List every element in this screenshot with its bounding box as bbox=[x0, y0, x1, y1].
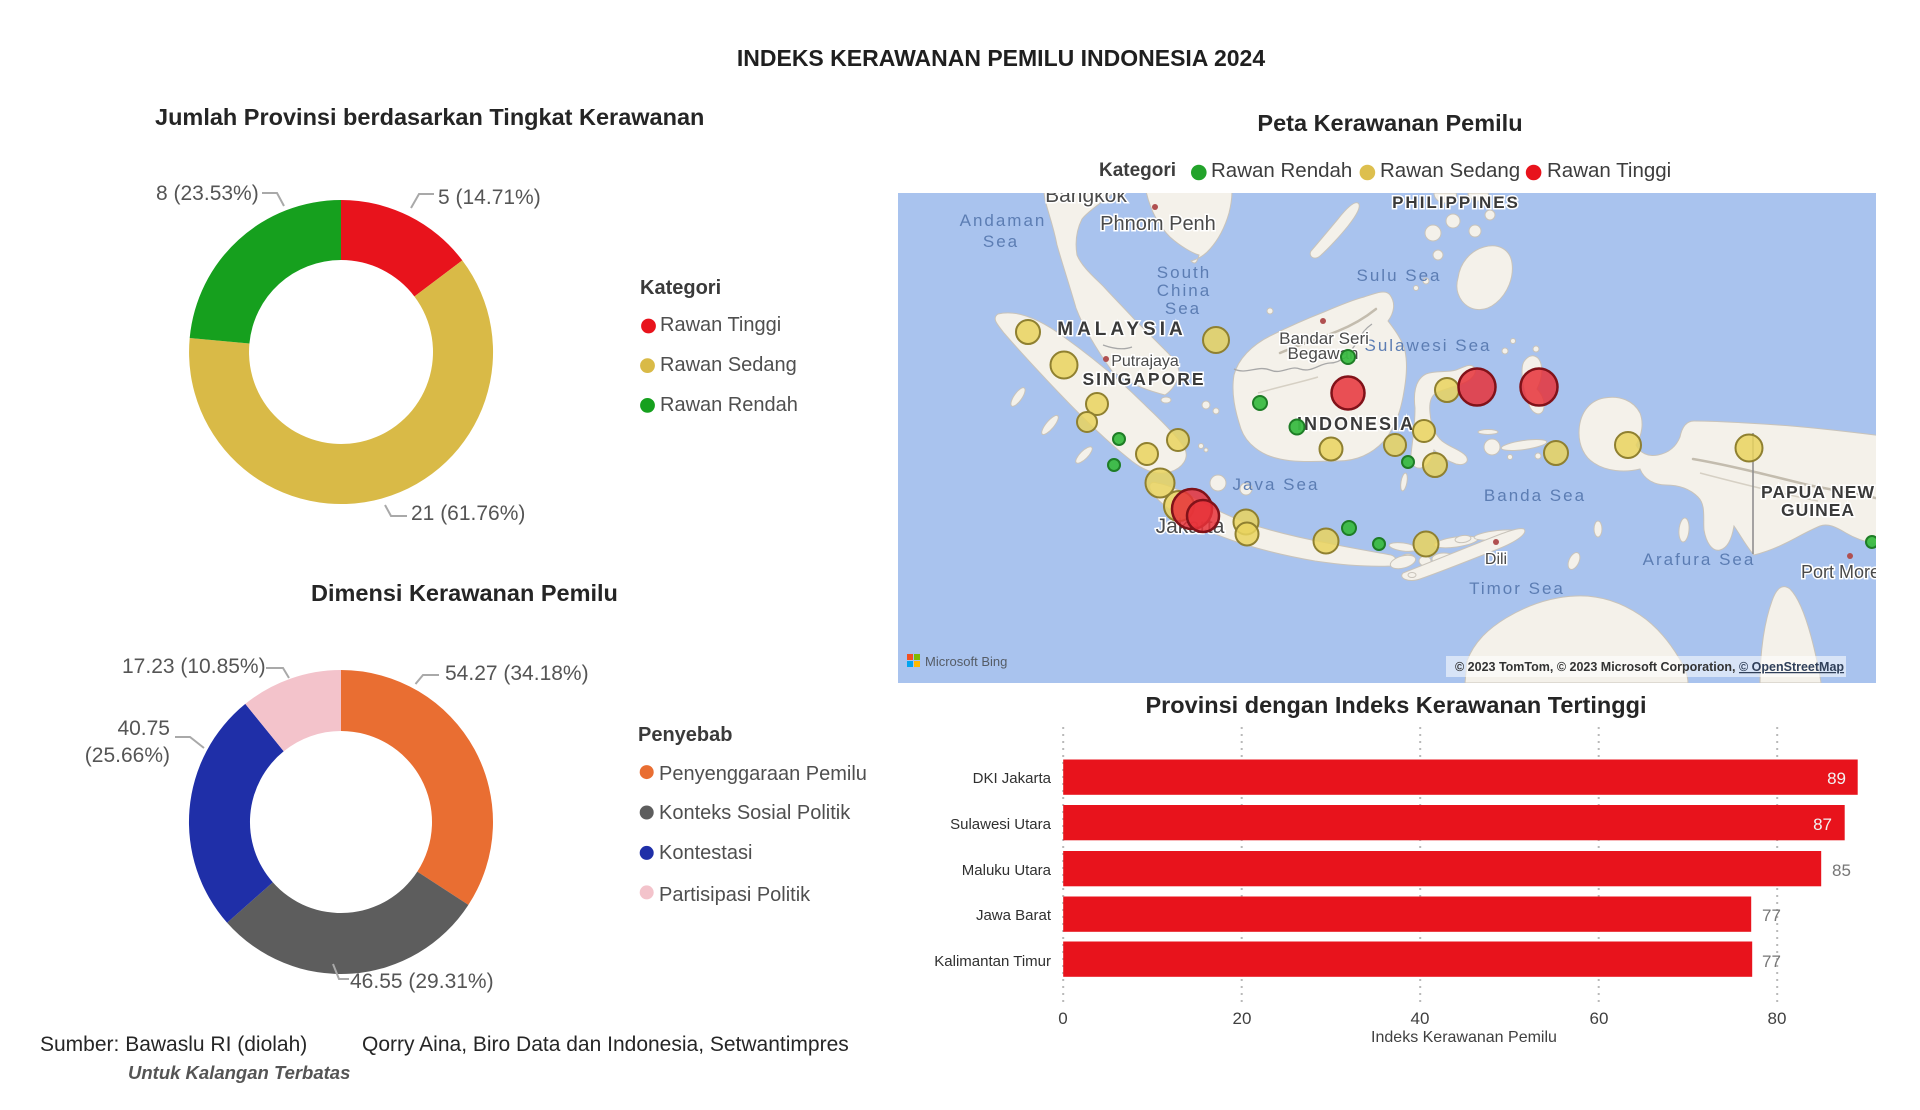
svg-text:Sulu Sea: Sulu Sea bbox=[1357, 266, 1442, 285]
svg-text:Java Sea: Java Sea bbox=[1233, 475, 1320, 494]
svg-text:Bangkok: Bangkok bbox=[1045, 184, 1127, 207]
svg-text:Dili: Dili bbox=[1485, 551, 1507, 568]
svg-text:PHILIPPINES: PHILIPPINES bbox=[1392, 193, 1520, 212]
svg-text:GUINEA: GUINEA bbox=[1781, 500, 1855, 520]
svg-text:Microsoft Bing: Microsoft Bing bbox=[925, 654, 1007, 669]
svg-text:Banda Sea: Banda Sea bbox=[1484, 486, 1586, 505]
svg-text:PAPUA NEW: PAPUA NEW bbox=[1761, 482, 1875, 502]
svg-text:© 2023 TomTom, © 2023 Microsof: © 2023 TomTom, © 2023 Microsoft Corporat… bbox=[1455, 660, 1844, 674]
svg-text:Sulawesi Sea: Sulawesi Sea bbox=[1364, 336, 1491, 355]
svg-text:MALAYSIA: MALAYSIA bbox=[1057, 319, 1186, 340]
svg-text:South: South bbox=[1157, 263, 1211, 282]
svg-text:Sea: Sea bbox=[983, 232, 1019, 251]
svg-text:SINGAPORE: SINGAPORE bbox=[1082, 369, 1205, 389]
svg-text:Sea: Sea bbox=[1165, 299, 1201, 318]
svg-text:INDONESIA: INDONESIA bbox=[1297, 414, 1415, 434]
svg-text:Timor Sea: Timor Sea bbox=[1469, 579, 1565, 598]
svg-text:Arafura Sea: Arafura Sea bbox=[1643, 550, 1756, 569]
svg-text:Phnom Penh: Phnom Penh bbox=[1100, 213, 1216, 235]
svg-text:Andaman: Andaman bbox=[960, 211, 1047, 230]
svg-text:Bandar Seri: Bandar Seri bbox=[1279, 329, 1369, 348]
svg-text:Putrajaya: Putrajaya bbox=[1111, 353, 1179, 370]
svg-text:China: China bbox=[1157, 281, 1211, 300]
svg-text:Port More: Port More bbox=[1801, 562, 1880, 582]
